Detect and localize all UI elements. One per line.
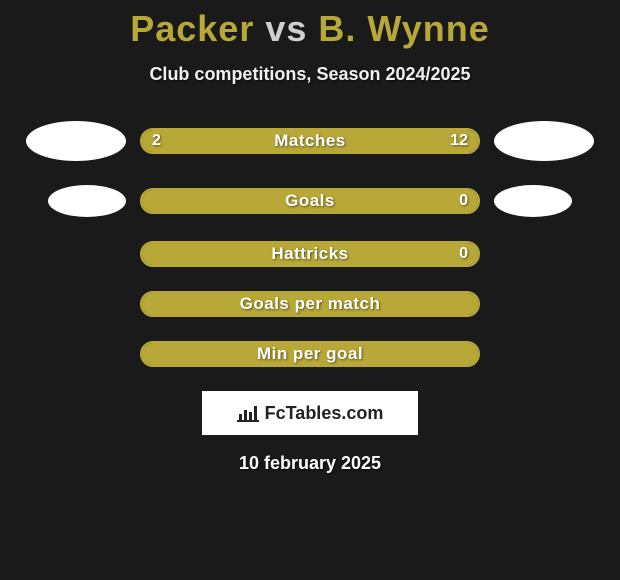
- stat-value-right: 0: [459, 190, 468, 212]
- stat-row-matches: 2 Matches 12: [0, 121, 620, 161]
- branding-badge: FcTables.com: [202, 391, 418, 435]
- stat-bar-gpm: Goals per match: [140, 291, 480, 317]
- stat-bar-hattricks: Hattricks 0: [140, 241, 480, 267]
- stat-row-gpm: Goals per match: [0, 291, 620, 317]
- chart-icon: [237, 404, 259, 422]
- stat-value-right: 0: [459, 243, 468, 265]
- stat-label: Matches: [142, 130, 478, 152]
- date-text: 10 february 2025: [0, 453, 620, 474]
- stat-label: Goals per match: [142, 293, 478, 315]
- title-player2: B. Wynne: [318, 8, 489, 49]
- stat-row-hattricks: Hattricks 0: [0, 241, 620, 267]
- stat-label: Goals: [142, 190, 478, 212]
- comparison-container: Packer vs B. Wynne Club competitions, Se…: [0, 0, 620, 474]
- page-title: Packer vs B. Wynne: [0, 8, 620, 50]
- player1-avatar: [26, 121, 126, 161]
- player2-avatar-small: [494, 185, 572, 217]
- stat-label: Min per goal: [142, 343, 478, 365]
- stat-bar-matches: 2 Matches 12: [140, 128, 480, 154]
- stat-label: Hattricks: [142, 243, 478, 265]
- stat-row-mpg: Min per goal: [0, 341, 620, 367]
- stat-value-right: 12: [450, 130, 468, 152]
- stat-bar-mpg: Min per goal: [140, 341, 480, 367]
- stat-bar-goals: Goals 0: [140, 188, 480, 214]
- player2-avatar: [494, 121, 594, 161]
- avatar-spacer: [494, 185, 594, 217]
- stat-row-goals: Goals 0: [0, 185, 620, 217]
- branding-text: FcTables.com: [265, 403, 384, 424]
- subtitle: Club competitions, Season 2024/2025: [0, 64, 620, 85]
- title-player1: Packer: [130, 8, 254, 49]
- title-vs: vs: [265, 8, 307, 49]
- player1-avatar-small: [48, 185, 126, 217]
- avatar-spacer: [26, 185, 126, 217]
